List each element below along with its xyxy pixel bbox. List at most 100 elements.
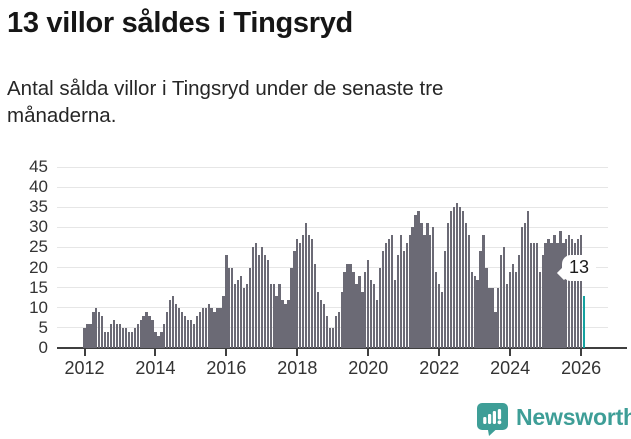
bar: [384, 243, 388, 348]
bar: [529, 243, 532, 348]
bar: [245, 283, 249, 348]
bar: [216, 307, 219, 348]
bar: [393, 279, 397, 348]
y-axis-label: 45: [29, 157, 48, 176]
bar: [139, 319, 142, 348]
bar: [89, 323, 92, 348]
bar: [488, 287, 491, 348]
bar: [464, 223, 467, 348]
bar: [449, 211, 453, 348]
grid-line: [57, 166, 608, 168]
bar: [302, 235, 305, 348]
bar: [571, 239, 574, 348]
bar: [83, 327, 86, 348]
bar: [509, 271, 512, 348]
bar: [183, 315, 187, 348]
x-axis-label: 2020: [348, 358, 389, 378]
bar: [423, 235, 426, 348]
grid-line: [57, 186, 608, 188]
bar: [458, 207, 462, 348]
bar: [195, 315, 198, 348]
bar: [115, 323, 119, 348]
bar: [514, 271, 518, 348]
bar: [461, 211, 464, 348]
bar: [325, 315, 329, 348]
bar: [186, 319, 190, 348]
bar: [86, 323, 89, 348]
bar: [166, 311, 169, 348]
value-callout: 13: [556, 255, 597, 281]
bar: [399, 235, 402, 348]
bar: [361, 291, 364, 348]
callout-value: 13: [569, 257, 590, 277]
bar: [180, 311, 184, 348]
bar: [263, 255, 266, 348]
bar: [441, 291, 444, 348]
bar: [559, 231, 562, 348]
tick-mark: [296, 349, 299, 356]
bar: [402, 251, 405, 348]
bar: [133, 327, 136, 348]
tick-mark: [83, 349, 86, 356]
bar: [523, 223, 527, 348]
bar: [204, 307, 207, 348]
bar: [520, 227, 524, 348]
bar: [127, 331, 130, 348]
bar: [189, 319, 193, 348]
bar: [417, 211, 420, 348]
x-axis-label: 2012: [64, 358, 105, 378]
bar: [352, 271, 355, 348]
tick-mark: [367, 349, 370, 356]
bar: [396, 255, 399, 348]
y-axis-label: 40: [29, 177, 48, 197]
bar: [174, 303, 178, 348]
y-axis-label: 5: [38, 317, 48, 337]
bar: [251, 247, 255, 348]
bar: [334, 315, 337, 348]
bar: [130, 331, 133, 348]
bar: [278, 283, 281, 348]
tick-mark: [225, 349, 228, 356]
bar: [429, 235, 432, 348]
bar: [98, 311, 101, 348]
bar: [497, 287, 500, 348]
bar: [364, 271, 367, 348]
bar: [452, 207, 456, 348]
bar: [574, 243, 577, 348]
bar: [346, 263, 349, 348]
x-axis-label: 2018: [277, 358, 318, 378]
y-axis-label: 25: [29, 237, 48, 257]
bar: [579, 235, 583, 348]
bar: [154, 331, 157, 348]
bar: [526, 211, 530, 348]
bar: [476, 279, 479, 348]
bar: [553, 235, 556, 348]
y-axis-label: 30: [29, 217, 48, 237]
bar: [532, 243, 535, 348]
bar: [257, 255, 261, 348]
bar: [322, 303, 326, 348]
bar: [290, 267, 293, 348]
bar: [381, 251, 385, 348]
x-axis-label: 2014: [135, 358, 176, 378]
bar: [104, 331, 107, 348]
grid-line: [57, 226, 608, 228]
bar: [405, 243, 408, 348]
bar: [390, 235, 394, 348]
bar: [234, 283, 237, 348]
tick-mark: [580, 349, 583, 356]
bar: [485, 267, 488, 348]
bar: [310, 239, 314, 348]
bar: [240, 275, 243, 348]
bar: [378, 267, 382, 348]
tick-mark: [509, 349, 512, 356]
bar: [358, 275, 361, 348]
bar: [340, 291, 343, 348]
grid-line: [57, 287, 608, 289]
bar: [494, 311, 497, 348]
highlight-bar: [582, 295, 586, 348]
bar: [148, 315, 151, 348]
bar: [438, 283, 441, 348]
bar: [470, 271, 473, 348]
